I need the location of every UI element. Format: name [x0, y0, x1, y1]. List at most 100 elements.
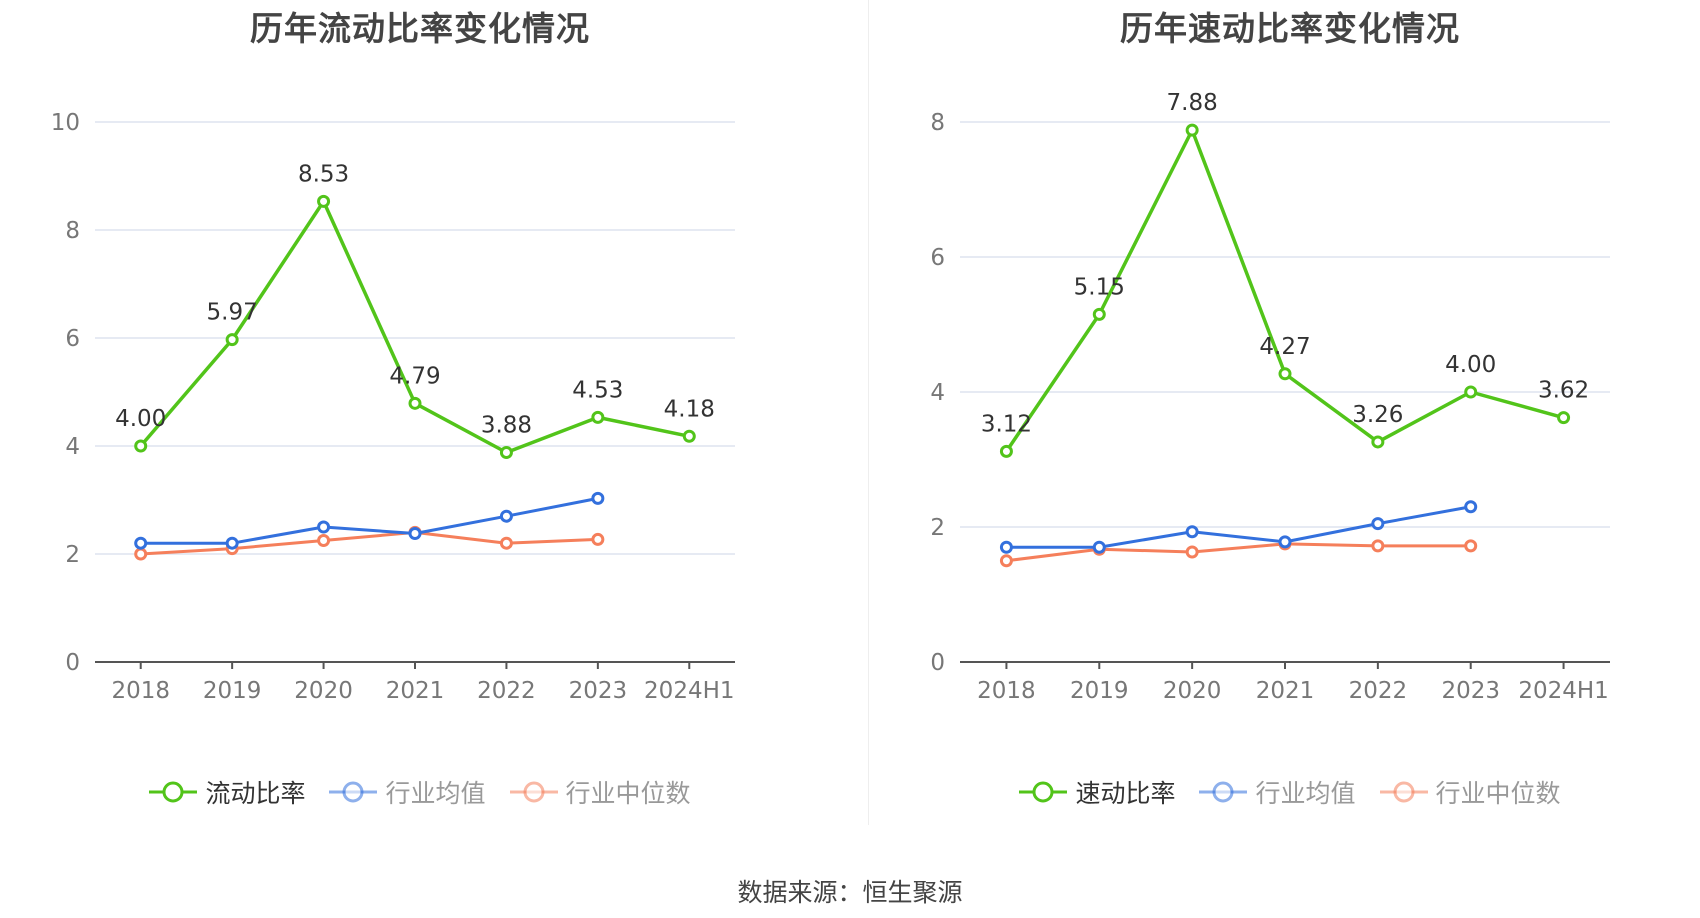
x-tick-label: 2024H1 — [1518, 678, 1608, 704]
legend-label: 行业中位数 — [1435, 779, 1561, 808]
y-tick-label: 10 — [51, 110, 80, 136]
data-point-median[interactable] — [1371, 539, 1385, 553]
x-tick-label: 2018 — [111, 678, 170, 704]
data-point-main[interactable] — [1371, 435, 1385, 449]
x-tick-label: 2021 — [386, 678, 445, 704]
legend-swatch-icon — [509, 781, 558, 803]
data-point-median[interactable] — [591, 532, 605, 546]
quick-ratio-panel: 历年速动比率变化情况 0 2 4 6 8 2018 2019 2020 2021 2022 2023… — [870, 0, 1700, 820]
legend-label: 行业均值 — [1255, 779, 1356, 808]
legend-item-main[interactable]: 流动比率 — [149, 774, 305, 810]
data-point-average[interactable] — [225, 536, 239, 550]
data-point-median[interactable] — [134, 547, 148, 561]
data-point-main[interactable] — [1464, 385, 1478, 399]
data-label: 8.53 — [298, 161, 349, 187]
current-ratio-chart: 0 2 4 6 8 10 2018 2019 2020 2021 2022 2023 2024H1 4.0… — [51, 110, 735, 704]
x-tick-label: 2022 — [1349, 678, 1408, 704]
data-point-average[interactable] — [317, 520, 331, 534]
data-point-median[interactable] — [999, 554, 1013, 568]
legend-swatch-icon — [149, 781, 198, 803]
data-point-median[interactable] — [317, 534, 331, 547]
legend-label: 流动比率 — [205, 779, 306, 808]
x-tick-label: 2022 — [477, 678, 536, 704]
y-tick-label: 0 — [65, 650, 80, 676]
data-point-average[interactable] — [1278, 535, 1292, 549]
data-point-average[interactable] — [134, 536, 148, 550]
y-tick-label: 4 — [930, 380, 945, 406]
data-label: 3.12 — [981, 411, 1032, 437]
data-point-main[interactable] — [317, 194, 331, 208]
data-point-average[interactable] — [408, 526, 422, 540]
data-label: 4.27 — [1259, 334, 1310, 360]
data-label: 5.97 — [207, 300, 258, 326]
data-label: 5.15 — [1074, 274, 1125, 300]
legend-item-median[interactable]: 行业中位数 — [1379, 774, 1561, 810]
x-tick-label: 2021 — [1256, 678, 1315, 704]
legend-item-average[interactable]: 行业均值 — [1199, 774, 1356, 810]
legend-swatch-icon — [1019, 781, 1068, 803]
legend-label: 速动比率 — [1075, 779, 1176, 808]
data-point-main[interactable] — [682, 429, 696, 443]
data-label: 4.53 — [572, 377, 623, 403]
legend-item-average[interactable]: 行业均值 — [329, 774, 486, 810]
chart-title: 历年速动比率变化情况 — [1120, 9, 1460, 48]
legend-swatch-icon — [1199, 781, 1248, 803]
data-label: 4.00 — [1445, 352, 1496, 378]
x-tick-label: 2020 — [1163, 678, 1222, 704]
y-tick-label: 6 — [65, 326, 80, 352]
data-label: 3.62 — [1538, 378, 1589, 404]
y-tick-label: 4 — [65, 434, 80, 460]
data-label: 4.18 — [664, 396, 715, 422]
y-tick-label: 2 — [930, 515, 945, 541]
series-line-main — [139, 199, 690, 455]
chart-title: 历年流动比率变化情况 — [250, 9, 590, 48]
x-tick-label: 2024H1 — [644, 678, 734, 704]
legend-item-main[interactable]: 速动比率 — [1019, 774, 1175, 810]
data-point-main[interactable] — [408, 396, 422, 410]
x-tick-label: 2023 — [569, 678, 628, 704]
data-label: 3.26 — [1352, 402, 1403, 428]
data-point-main[interactable] — [499, 445, 513, 459]
legend-swatch-icon — [329, 781, 378, 803]
data-point-main[interactable] — [134, 439, 148, 453]
series-line-median — [140, 530, 598, 556]
x-tick-label: 2019 — [1070, 678, 1129, 704]
data-point-average[interactable] — [499, 509, 513, 523]
data-point-median[interactable] — [1464, 539, 1478, 553]
series-line-average — [140, 496, 599, 545]
legend-item-median[interactable]: 行业中位数 — [509, 774, 691, 810]
data-point-average[interactable] — [1464, 500, 1478, 514]
data-label: 4.00 — [115, 406, 166, 432]
series-line-median — [1006, 542, 1471, 563]
data-source: 数据来源：恒生聚源 — [737, 878, 963, 907]
y-tick-label: 6 — [930, 245, 945, 271]
x-tick-label: 2018 — [977, 678, 1036, 704]
y-tick-label: 0 — [930, 650, 945, 676]
data-point-median[interactable] — [499, 536, 513, 550]
chart-legend: 流动比率 行业均值 行业中位数 — [0, 774, 840, 810]
legend-label: 行业均值 — [385, 779, 486, 808]
data-point-main[interactable] — [1557, 411, 1571, 425]
data-point-average[interactable] — [1185, 525, 1199, 539]
data-point-main[interactable] — [1092, 307, 1106, 321]
data-point-main[interactable] — [1278, 367, 1292, 381]
quick-ratio-chart: 0 2 4 6 8 2018 2019 2020 2021 2022 2023 2024H1 3.12 5… — [930, 90, 1610, 704]
legend-swatch-icon — [1379, 781, 1428, 803]
data-label: 3.88 — [481, 412, 532, 438]
data-point-main[interactable] — [591, 410, 605, 424]
data-point-median[interactable] — [1185, 545, 1199, 559]
data-point-main[interactable] — [999, 444, 1013, 458]
y-tick-label: 2 — [65, 542, 80, 568]
data-point-main[interactable] — [225, 333, 239, 347]
data-point-average[interactable] — [1371, 517, 1385, 531]
data-label: 7.88 — [1167, 90, 1218, 116]
legend-label: 行业中位数 — [565, 779, 691, 808]
data-point-average[interactable] — [1092, 540, 1106, 554]
series-line-average — [1006, 505, 1471, 549]
x-tick-label: 2020 — [294, 678, 353, 704]
y-tick-label: 8 — [930, 110, 945, 136]
data-point-main[interactable] — [1185, 123, 1199, 137]
data-point-average[interactable] — [591, 491, 605, 505]
data-label: 4.79 — [389, 363, 440, 389]
data-point-average[interactable] — [999, 540, 1013, 554]
